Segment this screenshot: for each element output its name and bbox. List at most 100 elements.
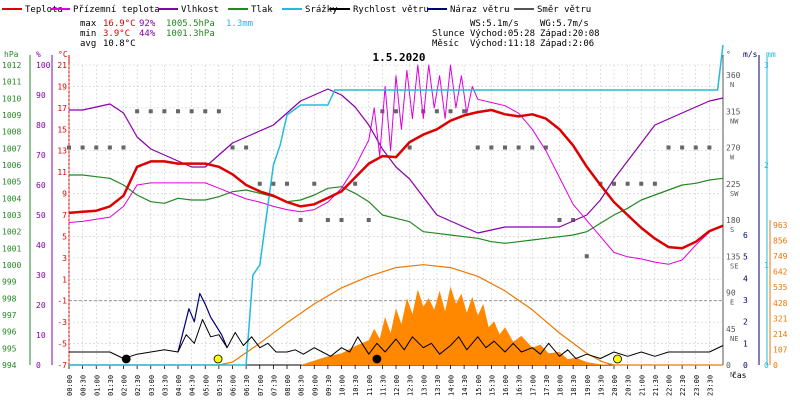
x-tick-label: 12:00 xyxy=(393,375,401,396)
x-tick-label: 18:00 xyxy=(557,375,565,396)
wind-tick-label: 4 xyxy=(743,274,748,283)
wind-direction-point xyxy=(475,145,480,150)
solar-tick-label: 963 xyxy=(773,221,788,230)
humidity-tick-label: 90 xyxy=(36,91,46,100)
x-tick-label: 08:30 xyxy=(298,375,306,396)
solar-tick-label: 856 xyxy=(773,237,788,246)
wind-direction-point xyxy=(107,145,112,150)
humidity-tick-label: 30 xyxy=(36,271,46,280)
humidity-axis-unit: % xyxy=(36,50,41,59)
astro-info: WS:5.1m/s WG:5.7m/s Slunce Východ:05:28 … xyxy=(432,19,600,49)
info-sun-label: Slunce xyxy=(432,29,465,39)
x-tick-label: 05:00 xyxy=(202,375,210,396)
info-moon-label: Měsíc xyxy=(432,39,459,49)
wind-direction-point xyxy=(680,145,685,150)
wind-direction-point xyxy=(230,145,235,150)
x-tick-label: 19:30 xyxy=(597,375,605,396)
wind-direction-point xyxy=(380,109,385,114)
wind-direction-point xyxy=(271,181,276,186)
pressure-tick-label: 997 xyxy=(2,311,17,320)
legend-label: Přízemní teplota xyxy=(73,5,160,15)
solar-tick-label: 214 xyxy=(773,330,788,339)
info-moon-rise: Východ:11:18 xyxy=(470,39,535,49)
wind-direction-point xyxy=(312,181,317,186)
humidity-tick-label: 100 xyxy=(36,61,51,70)
direction-compass-label: SE xyxy=(730,262,738,270)
humidity-tick-label: 60 xyxy=(36,181,46,190)
x-tick-label: 01:00 xyxy=(93,375,101,396)
wind-direction-point xyxy=(666,145,671,150)
pressure-tick-label: 1006 xyxy=(2,161,21,170)
moonset-marker xyxy=(121,354,131,364)
pressure-line xyxy=(69,174,724,244)
wind-direction-point xyxy=(639,181,644,186)
pressure-axis-unit: hPa xyxy=(4,50,19,59)
humidity-tick-label: 70 xyxy=(36,151,46,160)
x-tick-label: 04:30 xyxy=(189,375,197,396)
solar-tick-label: 0 xyxy=(773,361,778,370)
x-tick-label: 03:30 xyxy=(161,375,169,396)
x-tick-label: 16:30 xyxy=(516,375,524,396)
wind-direction-point xyxy=(339,218,344,222)
x-axis-label: čas xyxy=(732,370,747,380)
wind-tick-label: 5 xyxy=(743,253,748,262)
legend-label: Náraz větru xyxy=(450,5,510,15)
humidity-tick-label: 0 xyxy=(36,361,41,370)
humidity-tick-label: 10 xyxy=(36,331,46,340)
x-tick-label: 06:00 xyxy=(230,375,238,396)
temperature-tick-label: 9 xyxy=(62,190,67,199)
temperature-tick-label: -1 xyxy=(57,297,67,306)
x-tick-label: 20:00 xyxy=(611,375,619,396)
x-tick-label: 00:30 xyxy=(80,375,88,396)
temperature-tick-label: 1 xyxy=(62,275,67,284)
wind-direction-point xyxy=(203,109,208,114)
stats-min-humidity: 44% xyxy=(139,29,156,39)
direction-compass-label: SW xyxy=(730,190,739,198)
solar-tick-label: 642 xyxy=(773,268,788,277)
temperature-tick-label: 11 xyxy=(57,168,67,177)
x-tick-label: 07:30 xyxy=(270,375,278,396)
stats-avg-temperature: 10.8°C xyxy=(103,39,136,49)
pressure-tick-label: 1011 xyxy=(2,78,21,87)
temperature-tick-label: 7 xyxy=(62,211,67,220)
x-tick-label: 20:30 xyxy=(625,375,633,396)
wind-direction-point xyxy=(298,218,303,222)
x-tick-label: 08:00 xyxy=(284,375,292,396)
temperature-tick-label: 3 xyxy=(62,254,67,263)
solar-tick-label: 107 xyxy=(773,345,788,354)
x-tick-label: 21:30 xyxy=(652,375,660,396)
wind-tick-label: 3 xyxy=(743,296,748,305)
info-sun-set: Západ:20:08 xyxy=(540,29,600,39)
wind-direction-point xyxy=(516,145,521,150)
x-tick-label: 14:30 xyxy=(461,375,469,396)
wind-direction-point xyxy=(394,109,398,114)
x-tick-label: 02:30 xyxy=(134,375,142,396)
stats-max-pressure: 1005.5hPa xyxy=(166,19,215,29)
temperature-tick-label: -7 xyxy=(57,361,67,370)
wind-direction-point xyxy=(244,145,249,150)
wind-direction-point xyxy=(176,109,180,114)
wind-direction-point xyxy=(421,109,426,114)
humidity-line xyxy=(69,88,724,234)
humidity-tick-label: 50 xyxy=(36,211,46,220)
stats-max-label: max xyxy=(80,19,97,29)
rain-line xyxy=(69,44,724,366)
wind-direction-point xyxy=(503,145,507,150)
x-tick-label: 02:00 xyxy=(121,375,129,396)
direction-compass-label: NW xyxy=(730,117,739,125)
legend-label: Vlhkost xyxy=(181,5,219,15)
wind-direction-point xyxy=(407,145,412,150)
direction-compass-label: N xyxy=(730,81,734,89)
x-tick-label: 01:30 xyxy=(107,375,115,396)
temperature-tick-label: -3 xyxy=(57,318,67,327)
wind-direction-point xyxy=(571,218,576,222)
wind-direction-point xyxy=(216,109,221,114)
wind-direction-point xyxy=(148,109,153,114)
x-tick-label: 03:00 xyxy=(148,375,156,396)
direction-compass-label: E xyxy=(730,299,734,307)
x-tick-label: 21:00 xyxy=(638,375,646,396)
wind-direction-point xyxy=(67,145,71,150)
wind-tick-label: 1 xyxy=(743,339,748,348)
temperature-tick-label: -5 xyxy=(57,340,67,349)
x-tick-label: 00:00 xyxy=(66,375,74,396)
